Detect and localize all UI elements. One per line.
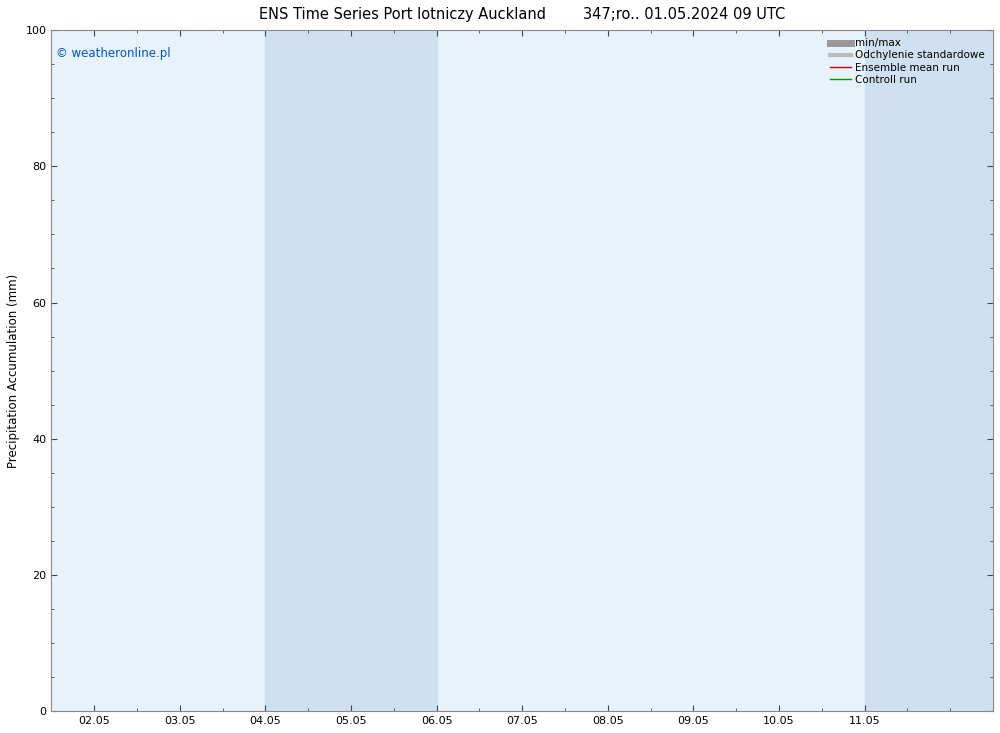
- Text: © weatheronline.pl: © weatheronline.pl: [56, 47, 171, 60]
- Bar: [865, 30, 993, 711]
- Title: ENS Time Series Port lotniczy Auckland        347;ro.. 01.05.2024 09 UTC: ENS Time Series Port lotniczy Auckland 3…: [259, 7, 785, 22]
- Y-axis label: Precipitation Accumulation (mm): Precipitation Accumulation (mm): [7, 273, 20, 468]
- Legend: min/max, Odchylenie standardowe, Ensemble mean run, Controll run: min/max, Odchylenie standardowe, Ensembl…: [827, 35, 988, 88]
- Bar: [265, 30, 437, 711]
